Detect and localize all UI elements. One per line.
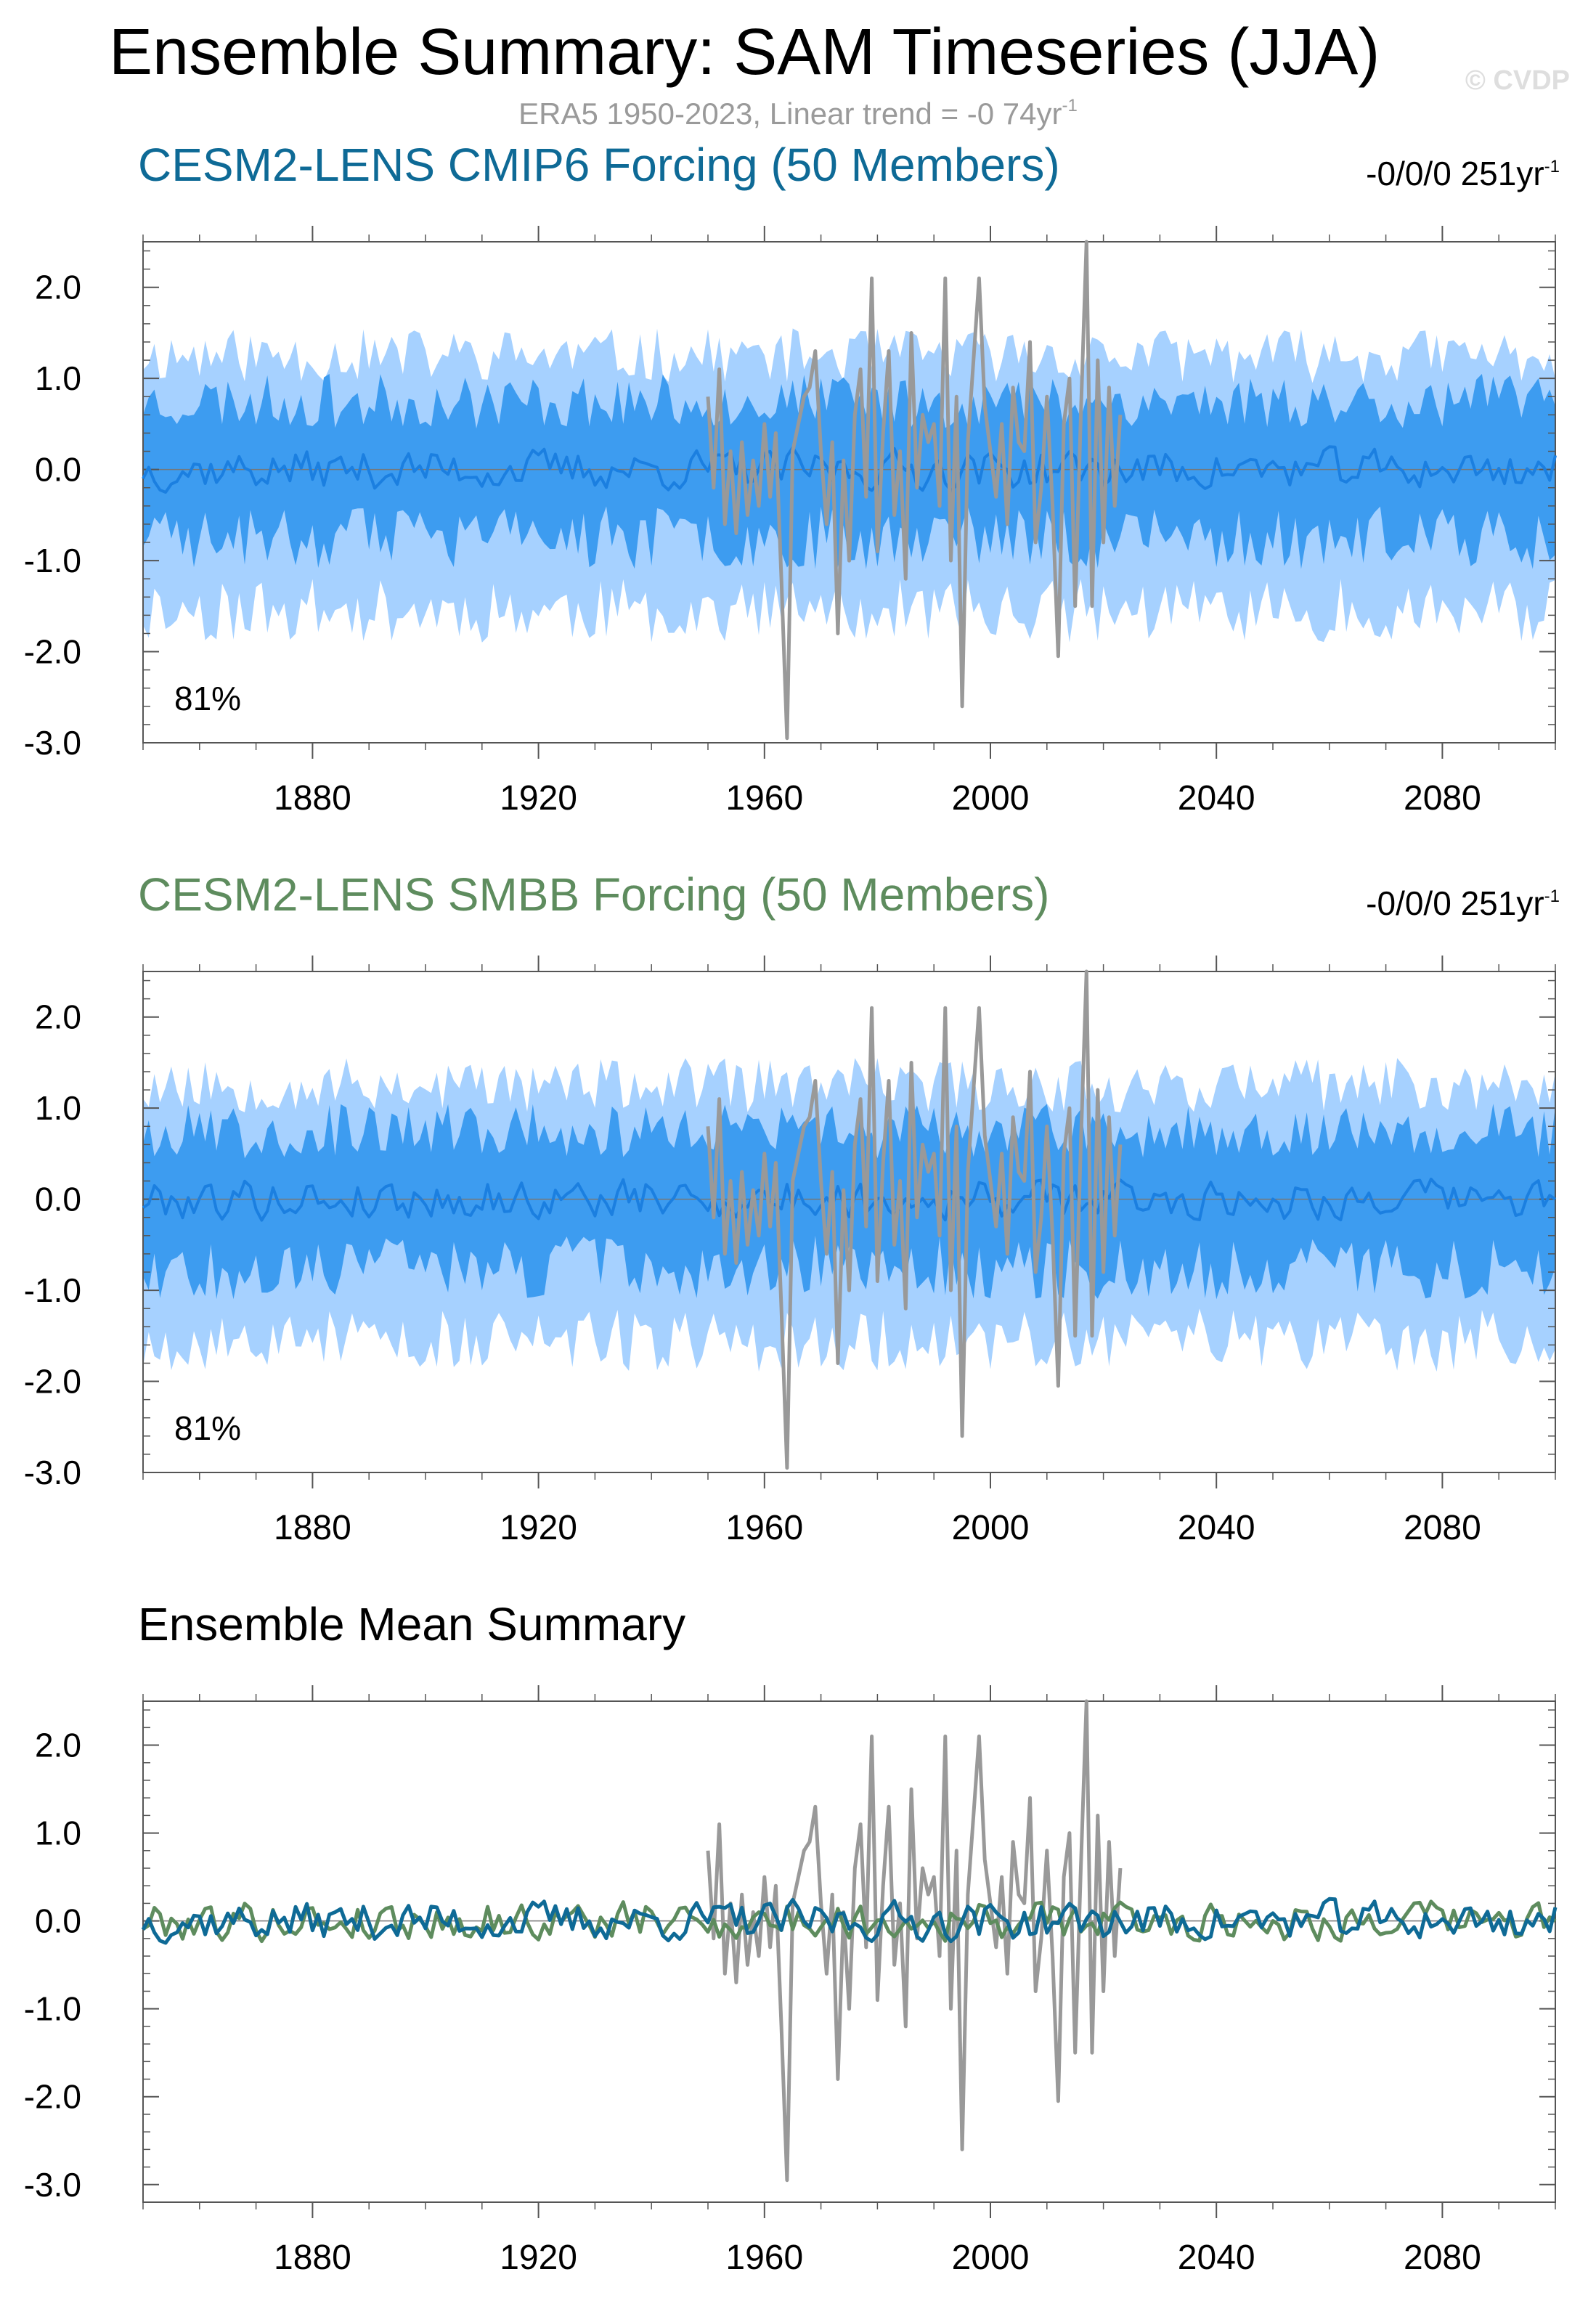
x-tick-label: 2080 (1404, 1509, 1481, 1547)
obs-line (706, 1699, 1123, 2183)
plot-frame (142, 1700, 1556, 2203)
plot-frame (142, 241, 1556, 744)
panel-title-cmip6: CESM2-LENS CMIP6 Forcing (50 Members) (138, 139, 1060, 191)
watermark: © CVDP (1465, 65, 1570, 96)
panel-percent-smbb: 81% (174, 1409, 242, 1447)
y-tick-label: -2.0 (24, 2078, 81, 2116)
x-tick-label: 2040 (1178, 779, 1255, 818)
panel-title-ensemble-mean: Ensemble Mean Summary (138, 1598, 686, 1650)
obs-line (706, 969, 1123, 1470)
y-tick-label: -3.0 (24, 724, 81, 762)
x-tick-label: 2080 (1404, 779, 1481, 818)
obs-trend-label: ERA5 1950-2023, Linear trend = -0 74yr-1 (0, 96, 1596, 131)
y-tick-label: 1.0 (35, 1089, 81, 1127)
y-tick-label: 1.0 (35, 359, 81, 397)
panel-1-axes: 2.0 1.0 0.0 -1.0 -2.0 -3.0 1880 1920 1960 2000 204… (24, 956, 1556, 1547)
ensemble-mean-line (142, 1177, 1557, 1222)
x-tick-label: 2000 (952, 1509, 1030, 1547)
x-tick-label: 1960 (725, 2238, 803, 2277)
y-tick-label: 2.0 (35, 1727, 81, 1764)
plot-frame (142, 971, 1556, 1473)
obs-trend-text: ERA5 1950-2023, Linear trend = -0 74yr (518, 97, 1062, 131)
x-tick-label: 1880 (274, 1509, 351, 1547)
ensemble-mean-line (142, 445, 1557, 494)
x-tick-label: 1880 (274, 779, 351, 818)
obs-trend-sup: -1 (1062, 96, 1078, 115)
y-tick-label: 2.0 (35, 998, 81, 1036)
inner-band-area (143, 374, 1555, 569)
panel-trend-smbb-text: -0/0/0 251yr (1366, 884, 1544, 922)
x-tick-label: 1960 (725, 1509, 803, 1547)
x-tick-label: 2040 (1178, 2238, 1255, 2277)
y-tick-label: 2.0 (35, 269, 81, 306)
panel-2-axes: 2.0 1.0 0.0 -1.0 -2.0 -3.0 1880 1920 1960 2000 204… (24, 1685, 1556, 2277)
y-tick-label: 0.0 (35, 1902, 81, 1940)
figure-title: Ensemble Summary: SAM Timeseries (JJA) (109, 16, 1380, 89)
x-tick-label: 2000 (952, 2238, 1030, 2277)
panel-trend-smbb-sup: -1 (1544, 887, 1560, 906)
panel-0-axes: 2.0 1.0 0.0 -1.0 -2.0 -3.0 1880 1920 1960 2000 204… (24, 226, 1556, 818)
x-tick-label: 1920 (500, 2238, 577, 2277)
y-tick-label: -3.0 (24, 1454, 81, 1491)
y-tick-label: -3.0 (24, 2166, 81, 2204)
panel-trend-cmip6: -0/0/0 251yr-1 (1366, 154, 1560, 193)
x-tick-label: 1920 (500, 779, 577, 818)
x-tick-label: 2080 (1404, 2238, 1481, 2277)
x-tick-label: 1960 (725, 779, 803, 818)
x-tick-label: 2040 (1178, 1509, 1255, 1547)
panel-trend-cmip6-sup: -1 (1544, 157, 1560, 176)
panel-title-smbb: CESM2-LENS SMBB Forcing (50 Members) (138, 868, 1050, 921)
panel-trend-cmip6-text: -0/0/0 251yr (1366, 155, 1544, 192)
x-tick-label: 1880 (274, 2238, 351, 2277)
y-tick-label: 0.0 (35, 1181, 81, 1218)
panel-trend-smbb: -0/0/0 251yr-1 (1366, 884, 1560, 923)
cmip6-mean-line (141, 1897, 1558, 1945)
y-tick-label: -1.0 (24, 1990, 81, 2028)
panel-percent-cmip6: 81% (174, 680, 242, 717)
y-tick-label: 1.0 (35, 1814, 81, 1852)
y-tick-label: -1.0 (24, 542, 81, 579)
inner-band-area (143, 1104, 1555, 1300)
y-tick-label: -2.0 (24, 1363, 81, 1401)
x-tick-label: 1920 (500, 1509, 577, 1547)
obs-line (706, 240, 1123, 741)
y-tick-label: 0.0 (35, 451, 81, 489)
smbb-mean-line (142, 1899, 1557, 1944)
y-tick-label: -2.0 (24, 633, 81, 671)
y-tick-label: -1.0 (24, 1271, 81, 1309)
x-tick-label: 2000 (952, 779, 1030, 818)
